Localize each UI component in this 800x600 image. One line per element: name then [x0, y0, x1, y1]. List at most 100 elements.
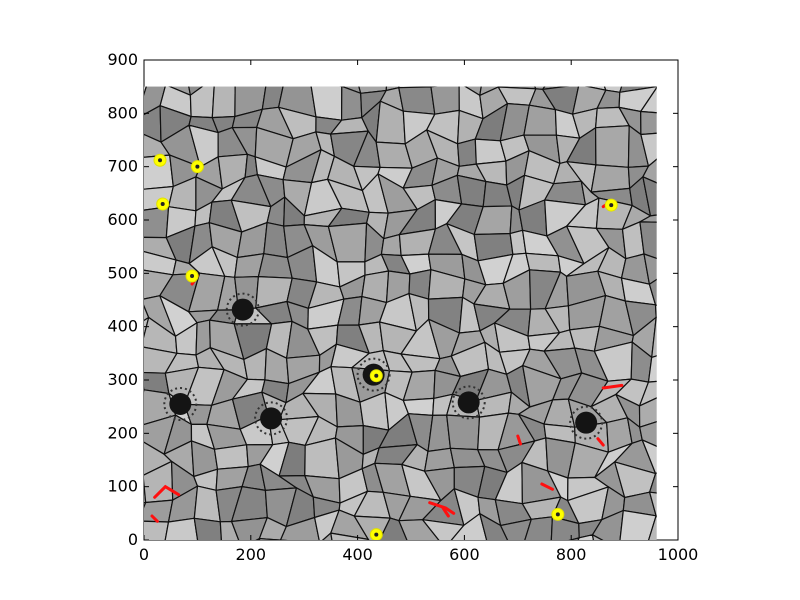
x-tick-label: 600 — [449, 545, 480, 564]
grain — [144, 208, 145, 211]
yellow-marker-center — [374, 532, 379, 537]
pore-halo — [451, 385, 486, 420]
grain — [258, 537, 282, 541]
y-tick-label: 700 — [107, 157, 138, 176]
grain — [638, 397, 657, 428]
pore — [260, 407, 283, 430]
grain-cells — [115, 86, 697, 576]
grain — [213, 444, 249, 470]
grain — [643, 253, 657, 285]
grain — [321, 532, 333, 541]
pore-halo — [569, 405, 604, 440]
red-segment — [516, 434, 522, 446]
grain — [654, 304, 657, 318]
grain — [144, 133, 145, 140]
yellow-marker-center — [555, 512, 560, 517]
grain — [648, 515, 657, 541]
red-segment — [153, 484, 181, 499]
grain — [522, 545, 558, 567]
grain — [591, 509, 624, 541]
grain — [503, 541, 535, 567]
pore — [575, 411, 598, 434]
y-tick-label: 300 — [107, 370, 138, 389]
grain — [678, 201, 697, 239]
grain — [639, 221, 657, 259]
grain — [402, 397, 435, 416]
pore — [231, 298, 254, 321]
grain — [367, 538, 370, 541]
x-tick-label: 400 — [342, 545, 373, 564]
grain — [525, 252, 562, 273]
grain — [330, 532, 369, 541]
grain — [639, 214, 657, 223]
grain — [651, 316, 657, 358]
x-tick-label: 0 — [139, 545, 149, 564]
grain — [640, 110, 657, 136]
grain — [375, 549, 416, 569]
grain — [523, 104, 558, 136]
y-tick-label: 900 — [107, 50, 138, 69]
grain — [125, 347, 141, 373]
grain — [640, 86, 657, 114]
grain — [411, 542, 441, 576]
y-tick-label: 200 — [107, 423, 138, 442]
grain — [446, 414, 481, 451]
yellow-marker-center — [195, 164, 200, 169]
red-boundary-segments — [150, 199, 624, 523]
grain — [430, 86, 460, 115]
grain — [160, 543, 199, 576]
y-tick-label: 500 — [107, 263, 138, 282]
grain — [457, 138, 477, 167]
grain — [258, 516, 287, 541]
red-segment — [596, 437, 605, 447]
grain — [591, 534, 604, 541]
yellow-marker-center — [158, 158, 163, 163]
grain — [577, 534, 595, 541]
pore — [169, 393, 192, 415]
grain — [641, 439, 657, 475]
red-segment — [601, 383, 624, 390]
grain — [456, 174, 487, 208]
grain — [476, 541, 508, 571]
y-tick-label: 400 — [107, 317, 138, 336]
grain — [219, 520, 240, 541]
yellow-markers — [153, 153, 618, 541]
grain — [304, 437, 340, 480]
grain — [524, 516, 554, 541]
x-tick-label: 1000 — [658, 545, 699, 564]
grain — [619, 549, 655, 571]
grain — [422, 519, 465, 541]
grain — [648, 472, 657, 494]
grain — [194, 542, 222, 576]
pore-halo — [163, 387, 198, 421]
grain — [648, 278, 657, 306]
yellow-marker-center — [374, 373, 379, 378]
grain — [398, 86, 436, 115]
grain — [193, 517, 223, 541]
grain — [642, 176, 657, 217]
yellow-marker-center — [609, 203, 614, 208]
x-axis-ticks: 0 200 400 600 800 1000 — [139, 60, 698, 564]
x-tick-label: 800 — [556, 545, 587, 564]
grain — [647, 355, 657, 383]
yellow-marker-center — [160, 202, 165, 206]
y-tick-label: 800 — [107, 103, 138, 122]
pore-halo — [356, 357, 391, 392]
pore — [457, 391, 480, 414]
grain — [648, 491, 657, 518]
y-tick-label: 100 — [107, 477, 138, 496]
x-tick-label: 200 — [236, 545, 267, 564]
grain — [619, 509, 657, 541]
grain — [450, 513, 488, 541]
pore-halo — [254, 401, 289, 436]
grain — [279, 539, 288, 541]
grain — [594, 125, 630, 168]
y-tick-label: 600 — [107, 210, 138, 229]
grain — [144, 206, 170, 239]
grain — [144, 520, 170, 541]
grain — [310, 86, 343, 121]
grain — [500, 518, 532, 541]
grain — [144, 501, 147, 509]
grain — [115, 438, 143, 476]
